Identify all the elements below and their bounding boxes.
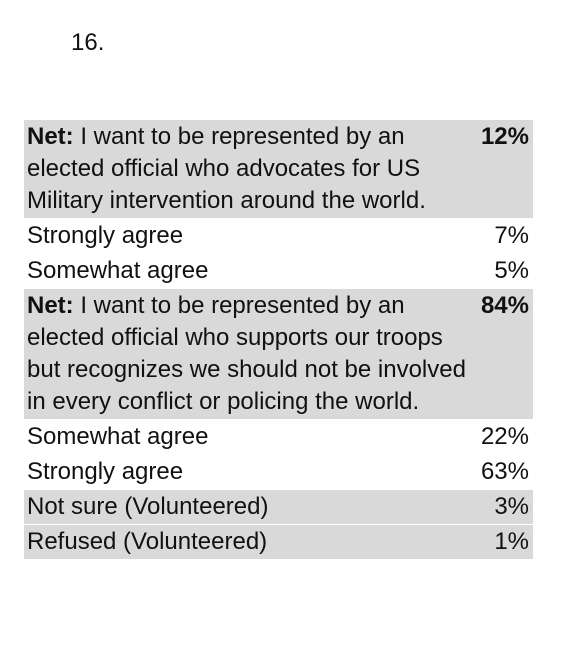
row-label-cell: Refused (Volunteered)	[24, 525, 470, 559]
table-row: Strongly agree 7%	[24, 219, 533, 253]
row-label: Somewhat agree	[27, 257, 209, 284]
table-row: Strongly agree 63%	[24, 455, 533, 489]
table-row: Refused (Volunteered) 1%	[24, 525, 533, 559]
row-label: Strongly agree	[27, 458, 184, 485]
row-value: 5%	[494, 257, 529, 284]
table-row: Net: I want to be represented by an elec…	[24, 289, 533, 419]
row-label: Not sure (Volunteered)	[27, 493, 269, 520]
row-value: 1%	[470, 525, 533, 559]
row-label-cell: Strongly agree	[24, 455, 470, 489]
row-value: 7%	[494, 222, 529, 249]
row-label: Strongly agree	[27, 222, 184, 249]
row-value: 63%	[480, 458, 529, 485]
question-number: 16.	[71, 29, 105, 56]
table-row: Somewhat agree 5%	[24, 254, 533, 288]
row-label-cell: Not sure (Volunteered)	[24, 490, 470, 524]
net-prefix: Net:	[27, 292, 74, 319]
net-prefix: Net:	[27, 123, 74, 150]
results-table: Net: I want to be represented by an elec…	[24, 119, 533, 560]
row-label-cell: Somewhat agree	[24, 420, 470, 454]
row-value: 3%	[470, 490, 533, 524]
row-label-cell: Net: I want to be represented by an elec…	[24, 289, 470, 419]
row-value: 12%	[470, 120, 533, 218]
table-row: Net: I want to be represented by an elec…	[24, 120, 533, 218]
row-value: 84%	[470, 289, 533, 419]
table-row: Not sure (Volunteered) 3%	[24, 490, 533, 524]
row-value: 22%	[480, 423, 529, 450]
table-row: Somewhat agree 22%	[24, 420, 533, 454]
row-label-cell: Somewhat agree	[24, 254, 470, 288]
row-label-cell: Net: I want to be represented by an elec…	[24, 120, 470, 218]
row-label: Refused (Volunteered)	[27, 528, 268, 555]
row-label: I want to be represented by an elected o…	[27, 292, 466, 415]
row-label-cell: Strongly agree	[24, 219, 470, 253]
row-label: I want to be represented by an elected o…	[27, 123, 426, 214]
row-label: Somewhat agree	[27, 423, 209, 450]
